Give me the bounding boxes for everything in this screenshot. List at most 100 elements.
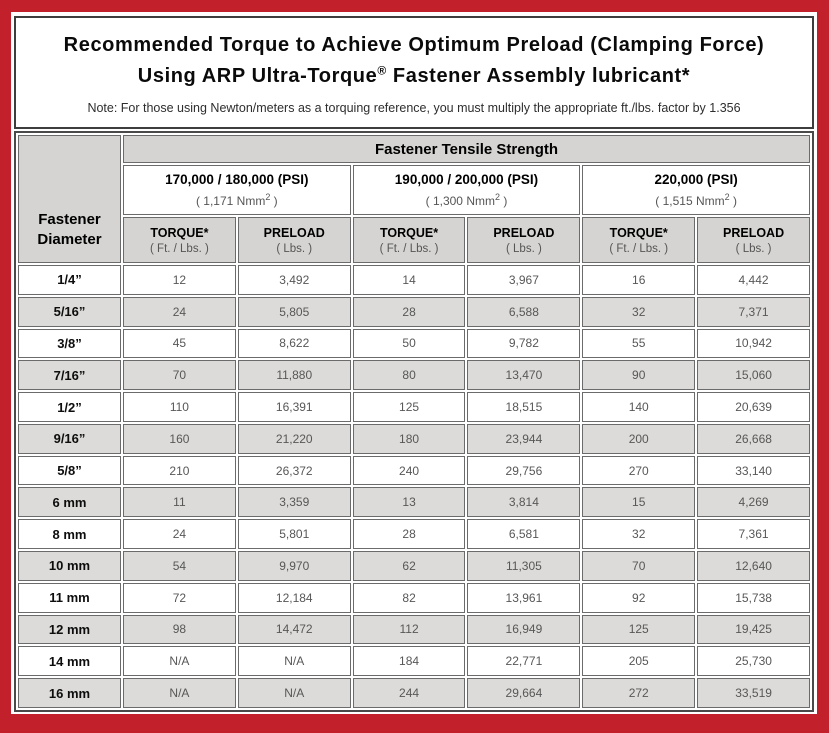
title-line2-suffix: Fastener Assembly lubricant* [386, 65, 691, 87]
table-row: 5/16” 24 5,805 28 6,588 32 7,371 [18, 296, 810, 327]
preload-value-cell: 6,588 [467, 296, 581, 327]
preload-value-cell: 12,640 [697, 551, 810, 581]
torque-value-cell: 140 [582, 392, 696, 422]
preload-unit: ( Lbs. ) [506, 242, 542, 255]
title-box: Recommended Torque to Achieve Optimum Pr… [14, 16, 814, 129]
preload-value-cell: 16,391 [237, 392, 351, 422]
torque-value-cell: N/A [123, 678, 236, 708]
torque-value-cell: N/A [123, 646, 236, 677]
preload-value-cell: 26,668 [697, 423, 810, 454]
torque-value-cell: 16 [582, 265, 696, 295]
torque-value-cell: 15 [582, 487, 696, 518]
diameter-cell: 10 mm [18, 551, 121, 581]
preload-value-cell: 7,371 [697, 296, 810, 327]
torque-spec-table: Fastener Diameter Fastener Tensile Stren… [14, 131, 814, 712]
preload-value-cell: N/A [237, 646, 351, 677]
preload-value-cell: 12,184 [237, 582, 351, 613]
fastener-diameter-header: Fastener Diameter [18, 135, 121, 263]
diameter-cell: 16 mm [18, 678, 121, 708]
preload-value-cell: 13,470 [467, 360, 581, 391]
psi-label: 190,000 / 200,000 (PSI) [394, 172, 539, 187]
page-title-line2: Using ARP Ultra-Torque® Fastener Assembl… [22, 61, 806, 92]
table-body: 1/4” 12 3,492 14 3,967 16 4,442 5/16” 24 5,805 28 6… [18, 265, 810, 708]
torque-value-cell: 244 [352, 678, 466, 708]
preload-value-cell: 29,664 [467, 678, 581, 708]
preload-value-cell: 3,967 [467, 265, 581, 295]
torque-value-cell: 28 [352, 296, 466, 327]
torque-value-cell: 200 [582, 423, 696, 454]
torque-value-cell: 13 [352, 487, 466, 518]
torque-value-cell: 180 [352, 423, 466, 454]
preload-value-cell: 8,622 [237, 328, 351, 359]
torque-unit: ( Ft. / Lbs. ) [609, 242, 669, 255]
nmm-close: ) [500, 194, 508, 208]
preload-value-cell: 15,738 [697, 582, 810, 613]
tensile-strength-header: Fastener Tensile Strength [123, 135, 810, 163]
preload-value-cell: 10,942 [697, 328, 810, 359]
torque-value-cell: 184 [352, 646, 466, 677]
table-row: 10 mm 54 9,970 62 11,305 70 12,640 [18, 551, 810, 581]
torque-value-cell: 11 [123, 487, 236, 518]
torque-unit: ( Ft. / Lbs. ) [379, 242, 439, 255]
preload-value-cell: 15,060 [697, 360, 810, 391]
nmm-sup: 2 [724, 192, 730, 202]
preload-label: PRELOAD [493, 225, 555, 240]
diameter-cell: 1/4” [18, 265, 121, 295]
psi-group-220: 220,000 (PSI) ( 1,515 Nmm2 ) [582, 165, 810, 215]
diameter-cell: 9/16” [18, 423, 121, 454]
preload-column-header: PRELOAD ( Lbs. ) [467, 217, 581, 263]
table-row: 7/16” 70 11,880 80 13,470 90 15,060 [18, 360, 810, 391]
preload-unit: ( Lbs. ) [276, 242, 313, 255]
torque-column-header: TORQUE* ( Ft. / Lbs. ) [352, 217, 466, 263]
torque-value-cell: 90 [582, 360, 696, 391]
torque-value-cell: 50 [352, 328, 466, 359]
diameter-cell: 11 mm [18, 582, 121, 613]
table-row: 1/2” 110 16,391 125 18,515 140 20,639 [18, 392, 810, 422]
preload-value-cell: 29,756 [467, 455, 581, 486]
preload-value-cell: 23,944 [467, 423, 581, 454]
diameter-cell: 1/2” [18, 392, 121, 422]
torque-value-cell: 32 [582, 519, 696, 550]
preload-value-cell: N/A [237, 678, 351, 708]
diameter-cell: 3/8” [18, 328, 121, 359]
nmm-close: ) [270, 194, 278, 208]
nmm-prefix: ( 1,300 Nmm [425, 194, 495, 208]
torque-label: TORQUE* [150, 225, 209, 240]
nmm-label: ( 1,300 Nmm2 ) [356, 192, 578, 208]
torque-value-cell: 272 [582, 678, 696, 708]
preload-value-cell: 22,771 [467, 646, 581, 677]
title-line2-prefix: Using ARP Ultra-Torque [137, 65, 378, 87]
torque-value-cell: 12 [123, 265, 236, 295]
preload-value-cell: 11,880 [237, 360, 351, 391]
table-row: 8 mm 24 5,801 28 6,581 32 7,361 [18, 519, 810, 550]
preload-value-cell: 9,782 [467, 328, 581, 359]
diameter-cell: 8 mm [18, 519, 121, 550]
registered-trademark-icon: ® [377, 63, 387, 78]
torque-value-cell: 160 [123, 423, 236, 454]
preload-value-cell: 5,801 [237, 519, 351, 550]
diameter-cell: 5/8” [18, 455, 121, 486]
psi-group-190-200: 190,000 / 200,000 (PSI) ( 1,300 Nmm2 ) [352, 165, 581, 215]
newton-meters-note: Note: For those using Newton/meters as a… [87, 101, 741, 115]
nmm-label: ( 1,171 Nmm2 ) [126, 192, 348, 208]
torque-value-cell: 24 [123, 296, 236, 327]
diameter-cell: 6 mm [18, 487, 121, 518]
torque-label: TORQUE* [609, 225, 668, 240]
fastener-diameter-header-line2: Diameter [37, 230, 102, 248]
table-row: 16 mm N/A N/A 244 29,664 272 33,519 [18, 678, 810, 708]
preload-label: PRELOAD [723, 225, 785, 240]
torque-value-cell: 32 [582, 296, 696, 327]
table-row: 11 mm 72 12,184 82 13,961 92 15,738 [18, 582, 810, 613]
torque-value-cell: 125 [582, 614, 696, 645]
torque-value-cell: 24 [123, 519, 236, 550]
torque-value-cell: 110 [123, 392, 236, 422]
torque-value-cell: 70 [582, 551, 696, 581]
tensile-strength-header-row: Fastener Diameter Fastener Tensile Stren… [18, 135, 810, 263]
torque-value-cell: 270 [582, 455, 696, 486]
torque-unit: ( Ft. / Lbs. ) [150, 242, 209, 255]
torque-value-cell: 28 [352, 519, 466, 550]
preload-value-cell: 26,372 [237, 455, 351, 486]
preload-value-cell: 13,961 [467, 582, 581, 613]
preload-value-cell: 25,730 [697, 646, 810, 677]
preload-value-cell: 3,492 [237, 265, 351, 295]
